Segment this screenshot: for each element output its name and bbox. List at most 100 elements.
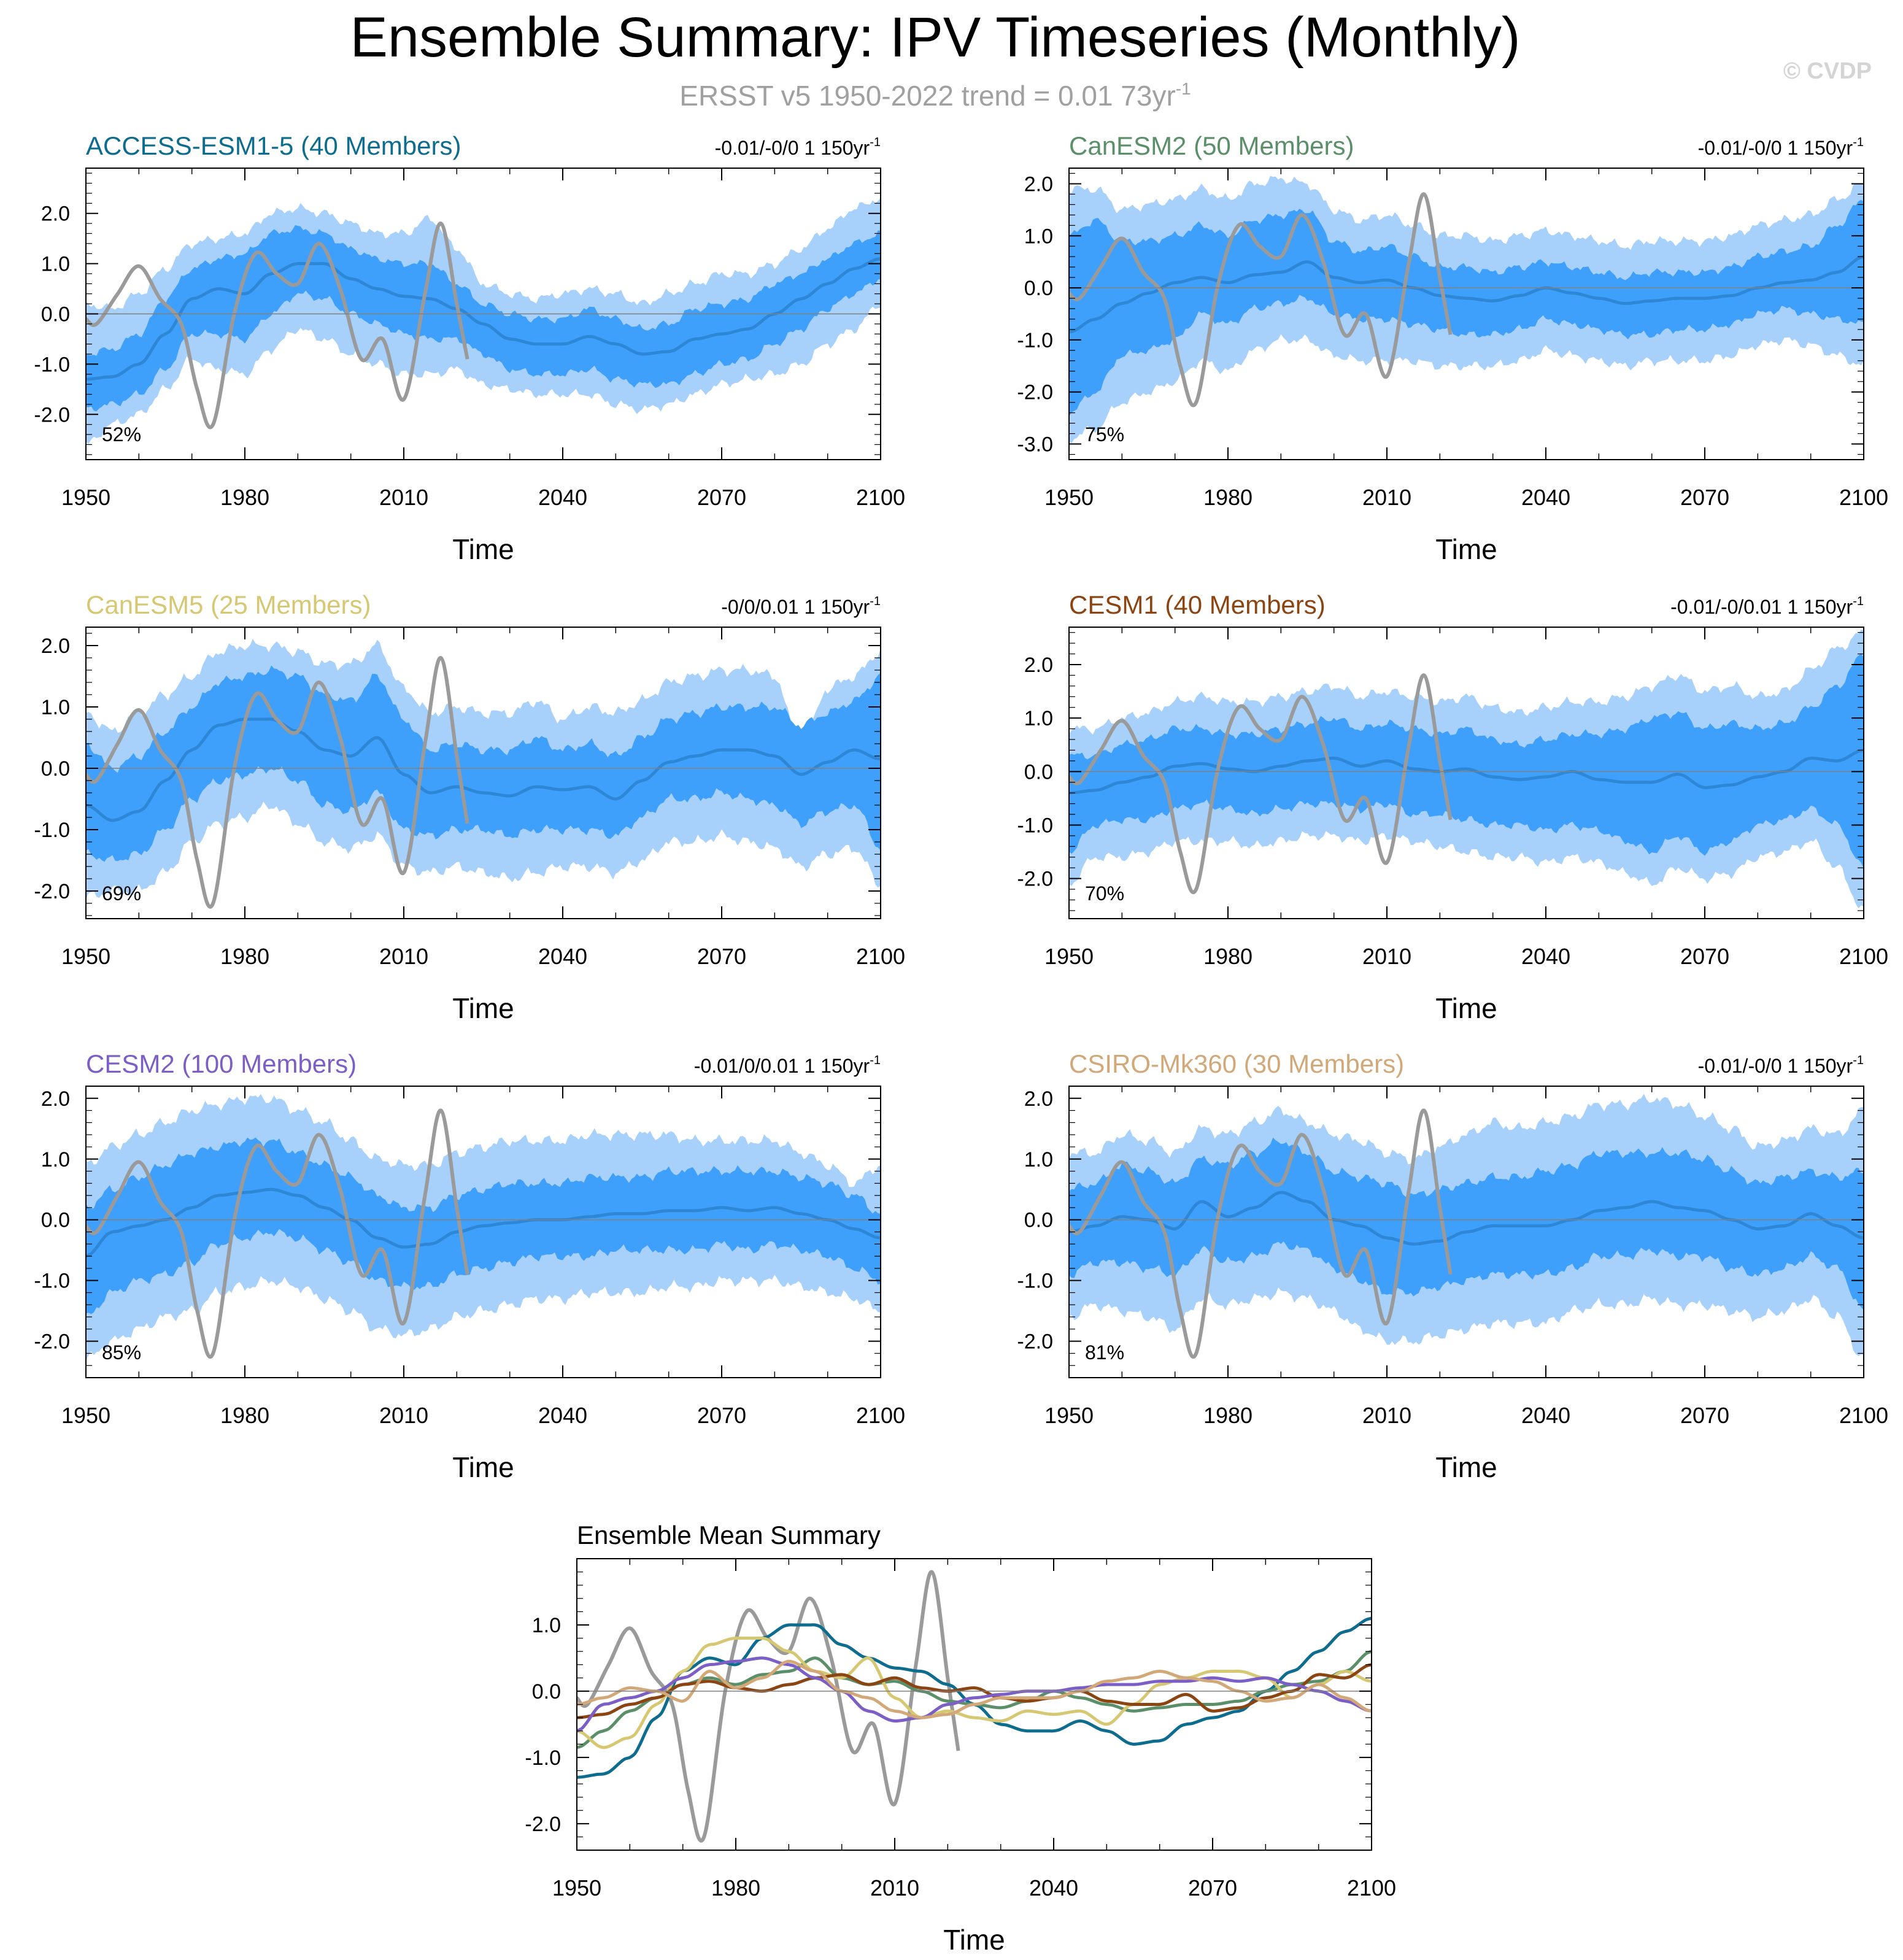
- y-tick-label: 2.0: [41, 203, 70, 226]
- y-tick-label: 1.0: [41, 696, 70, 719]
- x-tick-label: 1980: [220, 1403, 269, 1428]
- x-tick-label: 1980: [220, 485, 269, 510]
- y-tick-label: -1.0: [1017, 329, 1053, 352]
- inner-band: [86, 225, 881, 412]
- y-tick-label: 0.0: [1024, 760, 1053, 784]
- y-tick-label: 0.0: [532, 1680, 561, 1703]
- x-tick-label: 2010: [1362, 1403, 1411, 1428]
- x-tick-label: 1980: [1203, 1403, 1253, 1428]
- inner-band: [1069, 653, 1864, 868]
- x-tick-label: 2070: [1680, 1403, 1729, 1428]
- x-tick-label: 2100: [1839, 1403, 1888, 1428]
- x-tick-label: 1950: [61, 944, 110, 969]
- panel-trend-sup: -1: [1853, 595, 1864, 608]
- y-tick-label: 1.0: [41, 1148, 70, 1171]
- y-tick-label: -3.0: [1017, 433, 1053, 457]
- figure-subtitle-sup: -1: [1176, 79, 1191, 98]
- y-tick-label: 0.0: [41, 303, 70, 326]
- x-axis-label: Time: [452, 533, 514, 565]
- panel-access: 1950 1980 2010 2040 2070 2100 2.0 1.0 0.0 -1.0 -2.…: [34, 131, 905, 565]
- plot-frame: [85, 627, 881, 919]
- observations-line: [1068, 192, 1453, 407]
- watermark: © CVDP: [1783, 58, 1872, 84]
- y-tick-label: -2.0: [525, 1813, 561, 1836]
- x-tick-label: 2100: [856, 1403, 905, 1428]
- ensemble-mean-line: [85, 257, 881, 381]
- x-tick-label: 2010: [870, 1875, 919, 1900]
- panel-trend: -0.01/-0/0 1 150yr-1: [1698, 1054, 1864, 1077]
- x-tick-label: 2040: [1029, 1875, 1078, 1900]
- y-tick-label: 2.0: [41, 1087, 70, 1111]
- y-tick-label: -2.0: [34, 1330, 70, 1354]
- summary-title: Ensemble Mean Summary: [577, 1521, 881, 1549]
- y-tick-label: -2.0: [1017, 1330, 1053, 1354]
- y-tick-label: -2.0: [34, 403, 70, 426]
- panel-trend-sup: -1: [1853, 1054, 1864, 1067]
- y-tick-label: -1.0: [525, 1746, 561, 1770]
- y-tick-label: 2.0: [1024, 1087, 1053, 1111]
- panel-trend: -0.01/-0/0 1 150yr-1: [715, 136, 881, 159]
- panel-percent: 81%: [1085, 1341, 1124, 1364]
- summary-line-canesm5: [576, 1636, 1372, 1750]
- x-tick-label: 2100: [1347, 1875, 1396, 1900]
- y-tick-label: -1.0: [34, 1270, 70, 1293]
- panel-title: CSIRO-Mk360 (30 Members): [1069, 1049, 1404, 1078]
- panel-trend-text: -0.01/-0/0 1 150yr: [1698, 137, 1853, 159]
- x-tick-label: 2070: [1680, 944, 1729, 969]
- panel-trend: -0.01/-0/0.01 1 150yr-1: [1670, 595, 1864, 618]
- x-axis-label: Time: [1435, 1451, 1497, 1483]
- panel-percent: 85%: [102, 1341, 141, 1364]
- plot-frame: [1068, 627, 1864, 919]
- x-tick-label: 2070: [1188, 1875, 1237, 1900]
- figure-title: Ensemble Summary: IPV Timeseries (Monthl…: [350, 6, 1521, 69]
- panel-percent: 70%: [1085, 882, 1124, 905]
- y-tick-label: 2.0: [41, 635, 70, 658]
- x-tick-label: 2070: [1680, 485, 1729, 510]
- panel-title: CESM1 (40 Members): [1069, 590, 1326, 619]
- x-tick-label: 1950: [1044, 1403, 1094, 1428]
- x-axis-label: Time: [452, 992, 514, 1024]
- x-tick-label: 2100: [1839, 944, 1888, 969]
- panel-trend: -0.01/-0/0 1 150yr-1: [1698, 136, 1864, 159]
- y-tick-label: 1.0: [532, 1614, 561, 1637]
- panel-trend-text: -0.01/0/0.01 1 150yr: [694, 1055, 870, 1077]
- x-tick-label: 2070: [697, 485, 746, 510]
- panel-trend-sup: -1: [870, 595, 881, 608]
- panel-csiro: 1950 1980 2010 2040 2070 2100 2.0 1.0 0.0 -1.0 -2.…: [1017, 1049, 1888, 1483]
- panel-title: CanESM5 (25 Members): [86, 590, 371, 619]
- x-tick-label: 2010: [379, 944, 428, 969]
- summary-line-cesm2: [576, 1656, 1372, 1732]
- x-axis-label: Time: [1435, 992, 1497, 1024]
- panel-title: ACCESS-ESM1-5 (40 Members): [86, 131, 461, 160]
- x-tick-label: 2010: [1362, 944, 1411, 969]
- y-tick-label: -1.0: [1017, 1270, 1053, 1293]
- panel-trend: -0.01/0/0.01 1 150yr-1: [694, 1054, 881, 1077]
- x-tick-label: 1980: [1203, 485, 1253, 510]
- y-tick-label: 2.0: [1024, 654, 1053, 677]
- x-axis-label: Time: [1435, 533, 1497, 565]
- y-tick-label: 1.0: [1024, 707, 1053, 730]
- panel-cesm1: 1950 1980 2010 2040 2070 2100 2.0 1.0 0.0 -1.0 -2.…: [1017, 590, 1888, 1024]
- observations-line: [84, 1108, 469, 1359]
- x-axis-label: Time: [943, 1924, 1005, 1956]
- observations-line: [1067, 1108, 1453, 1359]
- panel-trend-text: -0.01/-0/0.01 1 150yr: [1670, 596, 1853, 618]
- panel-percent: 75%: [1085, 423, 1124, 446]
- y-tick-label: 0.0: [1024, 1209, 1053, 1232]
- x-tick-label: 1950: [552, 1875, 601, 1900]
- y-tick-label: -1.0: [1017, 814, 1053, 837]
- ensemble-mean-line: [1068, 255, 1864, 334]
- x-tick-label: 2040: [1521, 1403, 1570, 1428]
- figure-subtitle: ERSST v5 1950-2022 trend = 0.01 73yr-1: [679, 79, 1191, 112]
- panel-title: CESM2 (100 Members): [86, 1049, 357, 1078]
- panel-title: CanESM2 (50 Members): [1069, 131, 1354, 160]
- x-tick-label: 2100: [1839, 485, 1888, 510]
- x-tick-label: 1980: [1203, 944, 1253, 969]
- ensemble-mean-line: [85, 717, 881, 822]
- x-tick-label: 1980: [711, 1875, 760, 1900]
- y-tick-label: 2.0: [1024, 172, 1053, 196]
- panel-canesm2: 1950 1980 2010 2040 2070 2100 2.0 1.0 0.0 -1.0 -2.…: [1017, 131, 1888, 565]
- x-tick-label: 2100: [856, 485, 905, 510]
- x-tick-label: 2010: [379, 1403, 428, 1428]
- panel-trend-text: -0/0/0.01 1 150yr: [721, 596, 870, 618]
